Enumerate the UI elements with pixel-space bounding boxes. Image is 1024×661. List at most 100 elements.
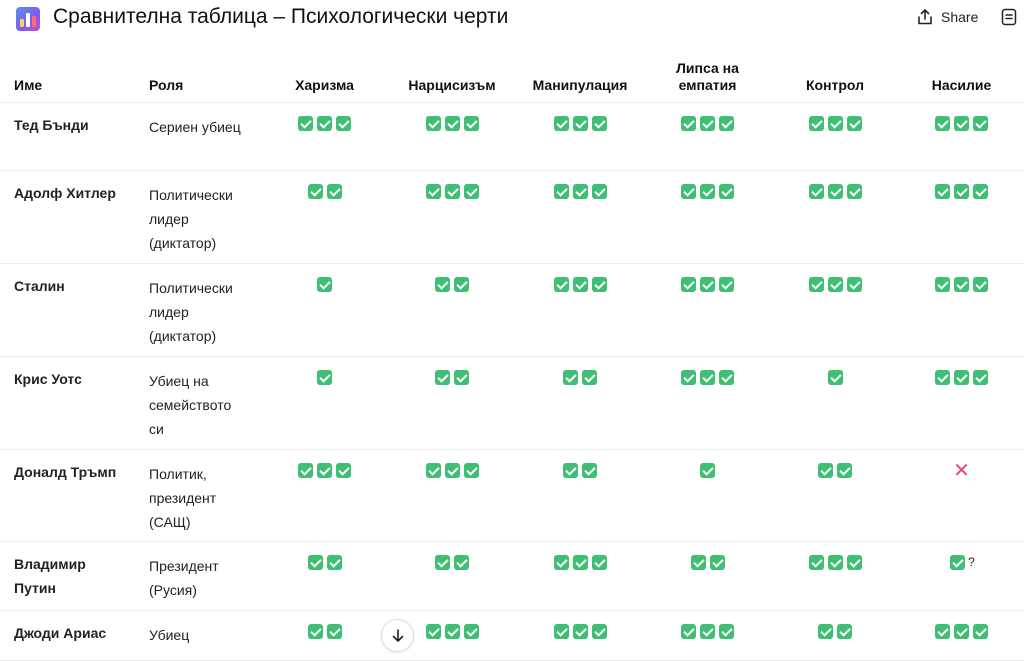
trait-rating	[899, 263, 1024, 357]
check-mark-icon	[572, 624, 588, 639]
trait-rating	[644, 610, 771, 661]
column-header-name: Име	[0, 40, 149, 103]
check-mark-icon	[935, 277, 950, 292]
trait-rating	[388, 449, 516, 542]
share-icon	[918, 9, 932, 25]
check-mark-icon	[719, 184, 734, 199]
check-mark-icon	[582, 463, 597, 478]
check-mark-icon	[435, 370, 450, 385]
person-name: Сталин	[0, 263, 149, 357]
check-mark-icon	[700, 116, 715, 131]
column-header-control: Контрол	[771, 40, 899, 103]
trait-rating	[644, 170, 771, 264]
check-mark-icon	[572, 277, 588, 292]
comparison-table: Име Роля Харизма Нарцисизъм Манипулация …	[0, 40, 1024, 661]
person-role: Убиец на семейството си	[149, 356, 261, 450]
check-mark-icon	[681, 624, 696, 639]
trait-rating	[261, 102, 388, 171]
check-mark-icon	[463, 624, 479, 639]
check-mark-icon	[553, 116, 569, 131]
check-mark-icon	[700, 624, 715, 639]
check-mark-icon	[454, 555, 469, 570]
person-name: Доналд Тръмп	[0, 449, 149, 542]
check-mark-icon	[846, 555, 862, 570]
trait-rating	[388, 541, 516, 611]
check-mark-icon	[846, 184, 862, 199]
check-mark-icon	[307, 555, 323, 570]
check-mark-icon	[425, 184, 441, 199]
check-mark-icon	[973, 277, 988, 292]
check-mark-icon	[463, 116, 479, 131]
trait-rating	[516, 449, 644, 542]
check-mark-icon	[700, 184, 715, 199]
check-mark-icon	[326, 555, 342, 570]
check-mark-icon	[463, 463, 479, 478]
check-mark-icon	[553, 555, 569, 570]
document-icon[interactable]	[999, 7, 1019, 27]
check-mark-icon	[681, 116, 696, 131]
check-mark-icon	[307, 624, 323, 639]
check-mark-icon	[563, 463, 578, 478]
trait-rating: ?	[899, 541, 1024, 611]
trait-rating	[261, 541, 388, 611]
trait-rating	[899, 102, 1024, 171]
check-mark-icon	[326, 624, 342, 639]
check-mark-icon	[935, 116, 950, 131]
check-mark-icon	[719, 277, 734, 292]
trait-rating	[771, 610, 899, 661]
trait-rating	[516, 263, 644, 357]
table-row: Доналд Тръмп Политик, президент (САЩ) ✕	[0, 449, 1024, 542]
check-mark-icon	[808, 277, 824, 292]
check-mark-icon	[435, 555, 450, 570]
check-mark-icon	[973, 184, 988, 199]
check-mark-icon	[563, 370, 578, 385]
check-mark-icon	[326, 184, 342, 199]
trait-rating	[261, 449, 388, 542]
check-mark-icon	[572, 555, 588, 570]
person-name: Крис Уотс	[0, 356, 149, 450]
trait-rating	[644, 356, 771, 450]
check-mark-icon	[435, 277, 450, 292]
check-mark-icon	[818, 463, 833, 478]
trait-rating	[644, 102, 771, 171]
check-mark-icon	[591, 277, 607, 292]
trait-rating	[388, 356, 516, 450]
check-mark-icon	[846, 277, 862, 292]
check-mark-icon	[336, 116, 351, 131]
table-row: Крис Уотс Убиец на семейството си	[0, 356, 1024, 450]
person-name: Джоди Ариас	[0, 610, 149, 661]
check-mark-icon	[454, 277, 469, 292]
share-button[interactable]: Share	[916, 6, 978, 28]
trait-rating	[261, 610, 388, 661]
trait-rating	[899, 610, 1024, 661]
check-mark-icon	[935, 624, 950, 639]
trait-rating	[771, 102, 899, 171]
check-mark-icon	[454, 370, 469, 385]
trait-rating	[771, 541, 899, 611]
trait-rating: ✕	[899, 449, 1024, 542]
check-mark-icon	[954, 184, 969, 199]
check-mark-icon	[973, 624, 988, 639]
check-mark-icon	[317, 277, 332, 292]
trait-rating	[388, 170, 516, 264]
check-mark-icon	[553, 184, 569, 199]
column-header-narcissism: Нарцисизъм	[388, 40, 516, 103]
trait-rating	[516, 102, 644, 171]
check-mark-icon	[954, 277, 969, 292]
check-mark-icon	[582, 370, 597, 385]
check-mark-icon	[425, 116, 441, 131]
trait-rating	[899, 356, 1024, 450]
uncertain-mark: ?	[968, 555, 975, 569]
top-bar: Сравнителна таблица – Психологически чер…	[0, 0, 1024, 36]
scroll-down-button[interactable]	[381, 619, 414, 652]
check-mark-icon	[818, 624, 833, 639]
person-role: Политически лидер (диктатор)	[149, 170, 261, 264]
check-mark-icon	[591, 624, 607, 639]
check-mark-icon	[298, 463, 313, 478]
check-mark-icon	[973, 370, 988, 385]
person-name: Тед Бънди	[0, 102, 149, 171]
check-mark-icon	[950, 555, 966, 570]
check-mark-icon	[444, 463, 460, 478]
trait-rating	[899, 170, 1024, 264]
check-mark-icon	[425, 463, 441, 478]
